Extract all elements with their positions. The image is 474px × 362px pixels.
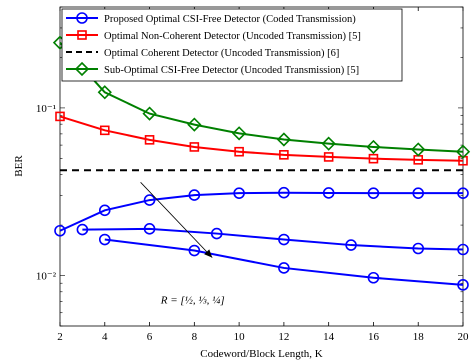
legend: Proposed Optimal CSI-Free Detector (Code…	[61, 8, 403, 82]
x-tick-label: 8	[192, 331, 198, 343]
series-line	[104, 238, 464, 286]
data-point	[279, 150, 289, 160]
legend-label: Optimal Non-Coherent Detector (Uncoded T…	[104, 31, 361, 42]
series-line	[82, 227, 464, 251]
series-line	[59, 42, 464, 153]
data-point	[210, 227, 223, 240]
data-point	[321, 136, 336, 151]
series-layer	[52, 35, 471, 291]
data-point	[143, 194, 156, 206]
x-tick-label: 10	[234, 331, 246, 343]
series-line	[59, 115, 464, 162]
y-axis-label: BER	[13, 155, 25, 177]
data-point	[412, 242, 425, 255]
data-point	[278, 233, 290, 246]
data-point	[345, 239, 357, 251]
plot-frame	[59, 6, 464, 327]
legend-entry: Optimal Coherent Detector (Uncoded Trans…	[66, 48, 339, 59]
data-point	[368, 153, 379, 164]
x-tick-label: 20	[458, 331, 470, 343]
x-tick-label: 2	[57, 331, 63, 343]
data-point	[98, 233, 111, 246]
data-point	[98, 204, 111, 217]
data-point	[143, 223, 156, 235]
data-point	[411, 142, 426, 157]
x-tick-label: 18	[413, 331, 425, 343]
data-point	[412, 187, 425, 199]
data-point	[276, 132, 292, 147]
data-point	[457, 187, 469, 199]
series-line	[59, 191, 463, 232]
legend-entry: Proposed Optimal CSI-Free Detector (Code…	[66, 12, 356, 25]
series-0	[54, 186, 469, 237]
data-point	[455, 144, 471, 159]
data-point	[278, 186, 290, 199]
annotation-label: R = [½, ⅓, ¼]	[160, 295, 225, 307]
legend-marker	[76, 12, 88, 24]
series-2	[98, 233, 469, 291]
x-tick-label: 4	[102, 331, 108, 343]
legend-label: Optimal Coherent Detector (Uncoded Trans…	[104, 48, 339, 59]
x-axis-label: Codeword/Block Length, K	[200, 348, 323, 360]
annotation-arrow-head	[204, 249, 213, 258]
x-tick-label: 14	[323, 331, 335, 343]
data-point	[278, 262, 290, 274]
data-point	[187, 117, 202, 132]
legend-box	[61, 8, 403, 82]
legend-label: Sub-Optimal CSI-Free Detector (Uncoded T…	[104, 65, 359, 76]
data-point	[55, 111, 65, 122]
data-point	[99, 125, 110, 136]
data-point	[97, 85, 112, 100]
x-tick-label: 12	[278, 331, 289, 343]
legend-marker	[74, 61, 90, 77]
data-point	[367, 187, 380, 199]
data-point	[457, 243, 469, 256]
legend-entry: Sub-Optimal CSI-Free Detector (Uncoded T…	[66, 61, 359, 77]
legend-label: Proposed Optimal CSI-Free Detector (Code…	[104, 14, 356, 25]
data-point	[234, 146, 244, 157]
data-point	[231, 126, 247, 141]
data-point	[322, 187, 335, 199]
series-3	[55, 111, 468, 166]
annotation-arrow	[140, 182, 213, 258]
annotation: R = [½, ⅓, ¼]	[140, 182, 225, 307]
data-point	[367, 271, 380, 284]
legend-entry: Optimal Non-Coherent Detector (Uncoded T…	[66, 30, 361, 42]
plot-area	[59, 6, 464, 327]
data-point	[233, 187, 245, 199]
y-tick-label: 10⁻²	[36, 271, 57, 283]
data-point	[366, 139, 381, 155]
data-point	[188, 244, 201, 257]
x-tick-label: 16	[368, 331, 380, 343]
data-point	[54, 224, 66, 237]
data-point	[144, 135, 155, 145]
data-point	[323, 152, 334, 162]
data-point	[142, 106, 157, 121]
data-point	[188, 189, 201, 201]
legend-marker	[77, 30, 87, 40]
series-1	[76, 223, 469, 256]
data-point	[457, 279, 469, 291]
data-point	[76, 223, 89, 236]
y-tick-label: 10⁻¹	[36, 103, 56, 115]
data-point	[189, 142, 200, 152]
x-tick-label: 6	[147, 331, 153, 343]
